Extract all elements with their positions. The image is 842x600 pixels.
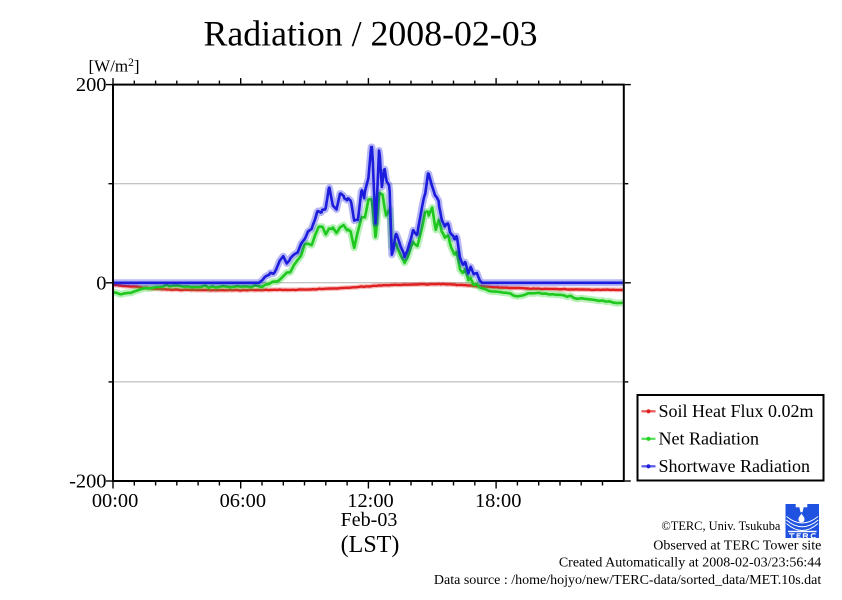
svg-text:Net Radiation: Net Radiation [659,429,759,449]
svg-text:©TERC, Univ. Tsukuba: ©TERC, Univ. Tsukuba [661,519,781,533]
svg-text:Created Automatically at 2008-: Created Automatically at 2008-02-03/23:5… [559,555,821,570]
svg-text:Observed at TERC Tower site: Observed at TERC Tower site [653,538,821,553]
svg-text:Soil Heat Flux 0.02m: Soil Heat Flux 0.02m [659,401,814,421]
svg-text:18:00: 18:00 [475,490,521,512]
svg-text:(LST): (LST) [341,532,400,558]
svg-text:Shortwave Radiation: Shortwave Radiation [659,456,810,476]
svg-text:Data source : /home/hojyo/new/: Data source : /home/hojyo/new/TERC-data/… [434,573,821,588]
svg-text:-200: -200 [69,471,106,493]
svg-text:0: 0 [96,272,106,294]
svg-text:200: 200 [76,74,107,96]
svg-text:00:00: 00:00 [92,490,138,512]
svg-text:06:00: 06:00 [220,490,266,512]
svg-text:Feb-03: Feb-03 [341,509,398,531]
svg-text:Radiation / 2008-02-03: Radiation / 2008-02-03 [203,14,537,54]
svg-text:[W/m2]: [W/m2] [89,57,140,76]
svg-text:12:00: 12:00 [347,490,393,512]
